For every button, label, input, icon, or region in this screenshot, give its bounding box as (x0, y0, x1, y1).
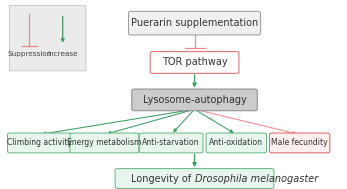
Text: Anti-oxidation: Anti-oxidation (209, 139, 263, 147)
Text: Drosophila melanogaster: Drosophila melanogaster (195, 174, 318, 184)
FancyBboxPatch shape (115, 169, 274, 188)
Text: Energy metabolism: Energy metabolism (67, 139, 142, 147)
FancyBboxPatch shape (150, 52, 239, 73)
Text: TOR pathway: TOR pathway (162, 57, 227, 67)
FancyBboxPatch shape (206, 133, 266, 153)
FancyBboxPatch shape (270, 133, 330, 153)
Text: Increase: Increase (48, 51, 78, 57)
Text: Lysosome-autophagy: Lysosome-autophagy (143, 95, 246, 105)
Text: Suppression: Suppression (7, 51, 51, 57)
Text: Climbing activity: Climbing activity (7, 139, 72, 147)
FancyBboxPatch shape (128, 11, 261, 35)
FancyBboxPatch shape (70, 133, 139, 153)
Text: Puerarin supplementation: Puerarin supplementation (131, 18, 258, 28)
Text: Longevity of: Longevity of (131, 174, 195, 184)
Text: Male fecundity: Male fecundity (271, 139, 328, 147)
FancyBboxPatch shape (9, 5, 86, 71)
FancyBboxPatch shape (132, 89, 257, 111)
Text: Anti-starvation: Anti-starvation (142, 139, 200, 147)
FancyBboxPatch shape (139, 133, 203, 153)
FancyBboxPatch shape (8, 133, 71, 153)
